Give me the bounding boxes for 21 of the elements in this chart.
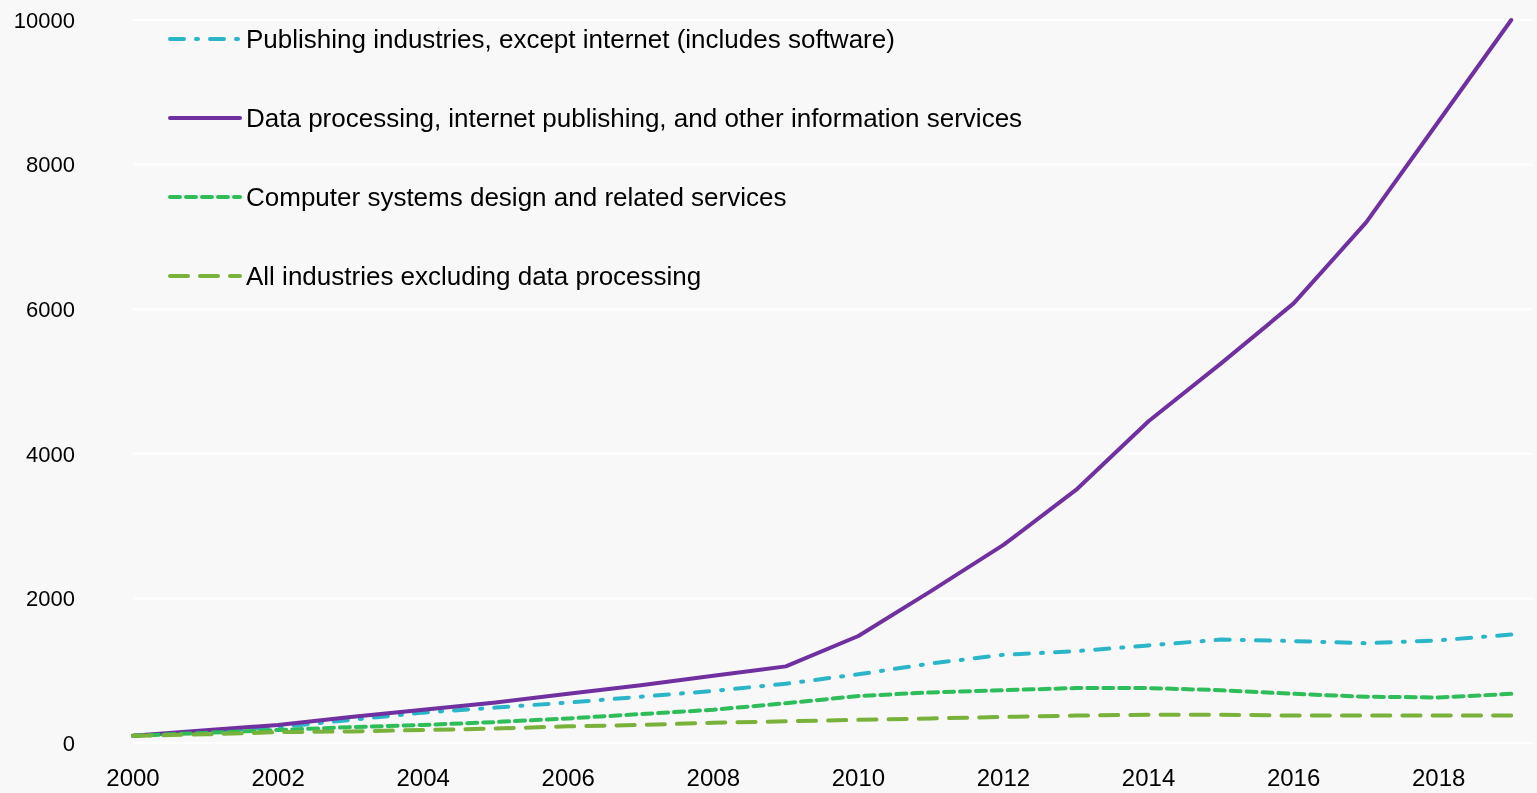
x-tick-label: 2006	[541, 764, 595, 791]
y-tick-label: 8000	[26, 152, 75, 178]
line-series	[131, 712, 1514, 738]
x-tick-label: 2000	[106, 764, 160, 791]
x-tick-label: 2010	[831, 764, 886, 791]
x-tick-label: 2018	[1412, 764, 1466, 791]
legend-label: Data processing, internet publishing, and other information services	[246, 103, 1023, 134]
x-tick-label: 2012	[976, 764, 1031, 791]
x-tick-label: 2002	[251, 764, 305, 791]
x-tick-label: 2004	[396, 764, 450, 791]
legend-label: Publishing industries, except internet (includes software)	[246, 24, 895, 55]
y-tick-label: 4000	[26, 441, 75, 467]
legend-label: All industries excluding data processing	[246, 261, 702, 292]
y-tick-label: 0	[62, 730, 75, 756]
y-tick-label: 2000	[26, 586, 75, 612]
x-tick-label: 2016	[1266, 764, 1321, 791]
x-tick-label: 2014	[1121, 764, 1176, 791]
x-tick-label: 2008	[686, 764, 741, 791]
y-tick-label: 6000	[26, 296, 75, 322]
y-tick-label: 10000	[13, 7, 75, 33]
legend-label: Computer systems design and related services	[246, 182, 787, 213]
